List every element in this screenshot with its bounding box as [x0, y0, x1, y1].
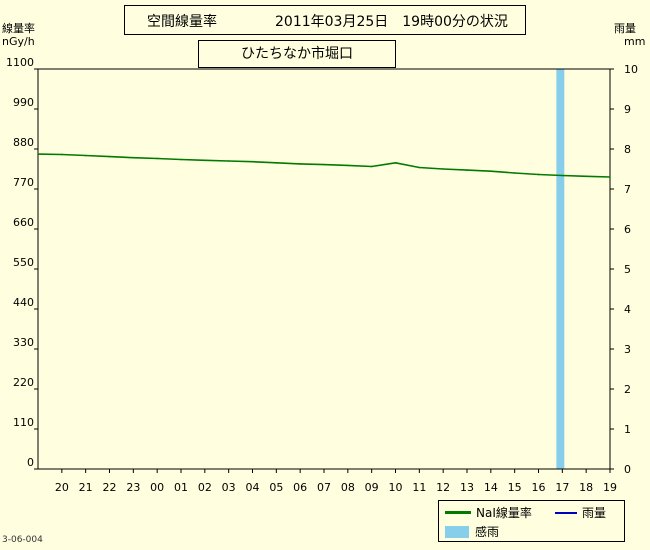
y-left-tick-label-7: 770 — [13, 176, 34, 189]
legend-label-rain: 雨量 — [582, 506, 607, 520]
y-right-tick-label-3: 3 — [624, 343, 631, 356]
series-point-0-17 — [442, 168, 444, 170]
legend-swatch-rain — [555, 511, 577, 514]
x-tick-label-5: 01 — [174, 481, 188, 494]
x-tick-label-20: 16 — [532, 481, 546, 494]
series-point-0-21 — [537, 173, 540, 176]
series-point-0-3 — [108, 155, 111, 158]
x-tick-label-10: 06 — [293, 481, 307, 494]
y-right-tick-label-2: 2 — [624, 383, 631, 396]
y-right-tick-label-6: 6 — [624, 223, 631, 236]
y-left-tick-label-2: 220 — [13, 376, 34, 389]
footnote: 3-06-004 — [2, 535, 43, 545]
series-point-0-2 — [84, 154, 87, 157]
left-axis-label: 線量率 — [2, 22, 35, 35]
x-tick-label-19: 15 — [508, 481, 522, 494]
x-tick-label-3: 23 — [126, 481, 140, 494]
legend-swatch-sense-rain — [445, 525, 469, 538]
x-tick-label-13: 09 — [365, 481, 379, 494]
x-tick-label-18: 14 — [484, 481, 498, 494]
y-right-tick-label-10: 10 — [624, 63, 638, 76]
location-label: ひたちなか市堀口 — [198, 40, 396, 68]
y-right-tick-label-1: 1 — [624, 423, 631, 436]
sense-rain-band-0 — [556, 69, 565, 469]
x-tick-label-15: 11 — [412, 481, 426, 494]
plot-area — [38, 69, 610, 469]
legend: NaI線量率 雨量 感雨 — [438, 500, 625, 542]
legend-label-sense-rain: 感雨 — [475, 525, 500, 539]
y-right-tick-label-9: 9 — [624, 103, 631, 116]
x-tick-label-4: 00 — [150, 481, 164, 494]
x-tick-label-17: 13 — [460, 481, 474, 494]
series-point-0-16 — [418, 166, 421, 169]
y-left-tick-label-10: 1100 — [6, 56, 34, 69]
series-point-0-22 — [561, 174, 564, 177]
y-left-tick-label-8: 880 — [13, 136, 34, 149]
series-point-0-7 — [204, 159, 206, 162]
x-tick-label-2: 22 — [103, 481, 117, 494]
series-point-0-24 — [609, 176, 611, 178]
right-axis-label: 雨量 — [614, 22, 636, 35]
x-tick-label-9: 05 — [269, 481, 283, 494]
series-point-0-9 — [251, 160, 254, 163]
x-tick-label-6: 02 — [198, 481, 212, 494]
y-left-tick-label-0: 0 — [27, 456, 34, 469]
y-right-tick-label-7: 7 — [624, 183, 631, 196]
series-point-0-0 — [37, 153, 39, 155]
legend-item-rain: 雨量 — [555, 504, 606, 521]
series-point-0-15 — [394, 162, 397, 164]
legend-item-sense-rain: 感雨 — [445, 523, 499, 540]
series-point-0-12 — [323, 163, 325, 166]
series-point-0-14 — [370, 165, 373, 168]
y-right-tick-label-4: 4 — [624, 303, 631, 316]
series-point-0-4 — [132, 156, 135, 159]
series-point-0-20 — [513, 172, 516, 174]
x-tick-label-22: 18 — [579, 481, 593, 494]
x-tick-label-14: 10 — [389, 481, 403, 494]
legend-swatch-dose — [445, 511, 471, 514]
legend-label-dose: NaI線量率 — [476, 506, 532, 520]
y-right-tick-label-5: 5 — [624, 263, 631, 276]
right-axis-unit: mm — [624, 35, 646, 48]
x-tick-label-8: 04 — [246, 481, 260, 494]
x-tick-label-7: 03 — [222, 481, 236, 494]
x-tick-label-12: 08 — [341, 481, 355, 494]
y-left-tick-label-9: 990 — [13, 96, 34, 109]
x-tick-label-0: 20 — [55, 481, 69, 494]
y-right-tick-label-8: 8 — [624, 143, 631, 156]
title-box: 空間線量率 2011年03月25日 19時00分の状況 — [124, 5, 526, 35]
y-left-tick-label-1: 110 — [13, 416, 34, 429]
y-left-tick-label-5: 550 — [13, 256, 34, 269]
y-left-tick-label-6: 660 — [13, 216, 34, 229]
series-point-0-23 — [585, 175, 587, 178]
y-left-tick-label-3: 330 — [13, 336, 34, 349]
x-tick-label-16: 12 — [436, 481, 450, 494]
series-point-0-11 — [299, 163, 301, 165]
chart-datetime: 2011年03月25日 19時00分の状況 — [275, 14, 508, 30]
series-point-0-5 — [156, 157, 158, 160]
series-point-0-1 — [61, 153, 63, 156]
x-tick-label-23: 19 — [603, 481, 617, 494]
x-tick-label-1: 21 — [79, 481, 93, 494]
series-point-0-6 — [180, 158, 182, 161]
x-tick-label-21: 17 — [555, 481, 569, 494]
chart-title: 空間線量率 — [147, 14, 217, 30]
series-point-0-18 — [466, 169, 468, 171]
y-left-tick-label-4: 440 — [13, 296, 34, 309]
series-point-0-8 — [227, 160, 230, 162]
legend-item-dose: NaI線量率 — [445, 504, 532, 521]
series-point-0-19 — [490, 170, 492, 172]
series-point-0-13 — [347, 164, 349, 167]
x-tick-label-11: 07 — [317, 481, 331, 494]
series-point-0-10 — [275, 162, 278, 164]
y-right-tick-label-0: 0 — [624, 463, 631, 476]
left-axis-unit: nGy/h — [2, 35, 35, 48]
